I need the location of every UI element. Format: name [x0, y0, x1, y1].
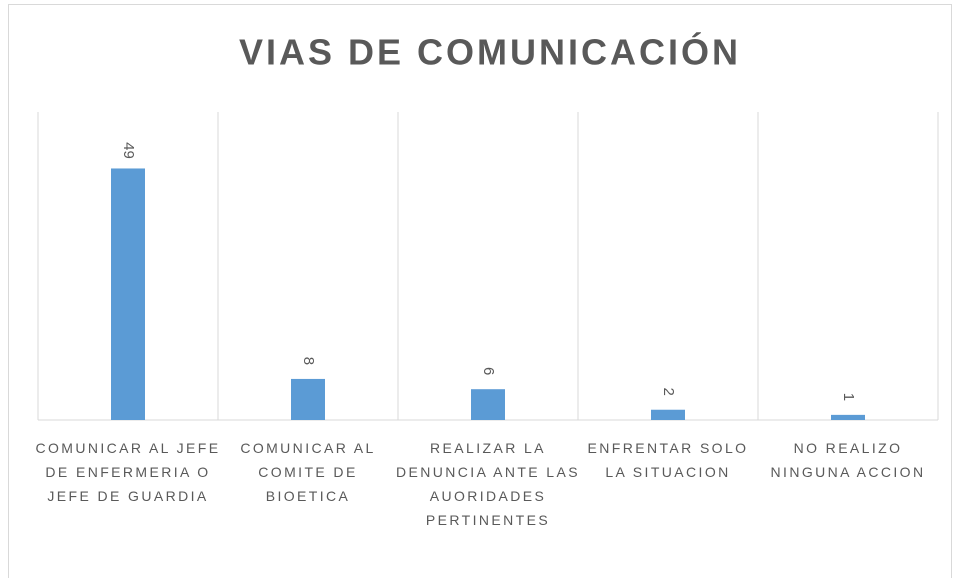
bar [831, 414, 865, 420]
bar [471, 389, 505, 420]
chart-border [8, 4, 952, 578]
bar [291, 378, 325, 420]
bar [111, 168, 145, 420]
data-label: 6 [480, 367, 497, 375]
bar [651, 409, 685, 420]
data-label: 1 [840, 393, 857, 401]
x-tick-label: ENFRENTAR SOLO LA SITUACION [587, 440, 749, 480]
x-tick-label: NO REALIZO NINGUNA ACCION [770, 440, 926, 480]
x-tick-label: REALIZAR LA DENUNCIA ANTE LAS AUORIDADES… [396, 440, 580, 528]
data-label: 8 [300, 357, 317, 365]
chart-title: VIAS DE COMUNICACIÓN [239, 31, 741, 73]
data-label: 49 [120, 142, 137, 159]
x-tick-label: COMUNICAR AL JEFE DE ENFERMERIA O JEFE D… [35, 440, 221, 504]
data-label: 2 [660, 388, 677, 396]
x-tick-label: COMUNICAR AL COMITE DE BIOETICA [240, 440, 376, 504]
